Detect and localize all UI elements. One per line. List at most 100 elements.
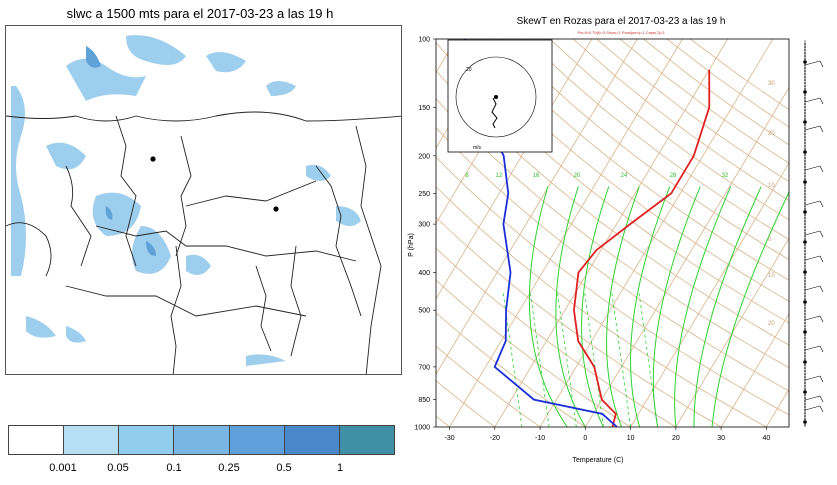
barb-point <box>804 109 806 111</box>
isotherm <box>539 39 774 427</box>
y-axis-label: P (hPa) <box>408 233 415 257</box>
legend-swatch <box>119 426 175 454</box>
isotherm-label: 30 <box>768 81 775 87</box>
barb-point <box>804 358 806 360</box>
barb-point <box>804 103 806 105</box>
moist-adiabat <box>555 186 586 427</box>
barb-point <box>804 313 806 315</box>
dry-adiabat <box>436 247 677 427</box>
isotherm <box>812 39 837 427</box>
moist-adiabat-label: 20 <box>574 173 581 179</box>
dry-adiabat <box>436 186 767 427</box>
barb-point <box>803 60 807 64</box>
barb-point <box>804 133 806 135</box>
barb-point <box>804 46 806 48</box>
barb-point <box>804 364 806 366</box>
barb-point <box>803 300 807 304</box>
y-tick-label: 700 <box>418 364 430 371</box>
barb-point <box>803 270 807 274</box>
barb-point <box>804 382 806 384</box>
moist-adiabat <box>606 186 640 427</box>
barb-point <box>804 412 806 414</box>
isotherm <box>42 39 275 427</box>
mixing-labels: 8 12 16 20 24 28 32 <box>465 173 729 179</box>
moist-adiabat-label: 32 <box>722 173 729 179</box>
barb-point <box>803 360 807 364</box>
barb-point <box>804 196 806 198</box>
barb-point <box>804 202 806 204</box>
barb-point <box>804 295 806 297</box>
y-tick-label: 250 <box>418 191 430 198</box>
isotherm <box>720 313 789 427</box>
wind-barb <box>804 255 821 261</box>
dry-adiabat <box>549 39 789 221</box>
barb-point <box>804 172 806 174</box>
wind-barb <box>804 395 821 401</box>
barb-point <box>804 145 806 147</box>
barb-point <box>804 100 806 102</box>
barb-point <box>804 190 806 192</box>
barb-point <box>804 199 806 201</box>
moist-adiabat <box>711 191 789 427</box>
map-title: slwc a 1500 mts para el 2017-03-23 a las… <box>66 6 334 21</box>
barb-point <box>804 235 806 237</box>
mixing-ratio <box>638 292 659 427</box>
barb-point <box>804 187 806 189</box>
barb-point <box>804 220 806 222</box>
wind-barb <box>804 165 821 171</box>
barb-point <box>804 148 806 150</box>
barb-point <box>804 217 806 219</box>
y-tick-label: 1000 <box>414 425 430 432</box>
barb-point <box>803 150 807 154</box>
barb-point <box>804 292 806 294</box>
isotherm-label: 10 <box>768 183 775 189</box>
x-tick-label: 40 <box>762 435 770 442</box>
barb-point <box>804 397 806 399</box>
barb-point <box>804 373 806 375</box>
moist-adiabat-label: 16 <box>533 173 540 179</box>
barb-point <box>804 370 806 372</box>
barb-point <box>804 304 806 306</box>
barb-point <box>804 94 806 96</box>
barb-point <box>804 388 806 390</box>
barb-point <box>804 115 806 117</box>
barb-point <box>804 307 806 309</box>
barb-point <box>804 163 806 165</box>
wind-barb <box>804 285 821 291</box>
y-tick-label: 500 <box>418 308 430 315</box>
barb-point <box>803 330 807 334</box>
barb-point <box>804 142 806 144</box>
dry-adiabat <box>436 345 541 427</box>
dry-adiabat <box>436 69 789 346</box>
legend-label: 0.05 <box>107 462 129 474</box>
barb-point <box>804 49 806 51</box>
moist-adiabat <box>674 186 732 427</box>
location-marker <box>273 206 279 212</box>
barb-point <box>804 58 806 60</box>
x-tick-label: -10 <box>535 435 545 442</box>
barb-point <box>804 76 806 78</box>
map-canvas <box>6 35 401 374</box>
barb-point <box>804 55 806 57</box>
barb-point <box>804 160 806 162</box>
legend-label: 0.5 <box>276 462 292 474</box>
x-tick-label: 0 <box>583 435 587 442</box>
hodograph-ring-label: 20 <box>466 67 472 73</box>
location-marker <box>150 156 156 162</box>
legend-label: 0.25 <box>218 462 240 474</box>
barb-point <box>804 67 806 69</box>
moist-adiabat <box>630 186 671 427</box>
wind-barb <box>804 345 821 351</box>
dry-adiabat <box>436 127 789 392</box>
barb-point <box>804 286 806 288</box>
barb-point <box>804 277 806 279</box>
barb-point <box>804 403 806 405</box>
mixing-ratio <box>611 292 631 427</box>
barb-point <box>804 250 806 252</box>
barb-point <box>804 130 806 132</box>
barb-point <box>803 390 807 394</box>
wind-barb <box>804 125 821 131</box>
barb-point <box>804 106 806 108</box>
barb-point <box>804 226 806 228</box>
barb-point <box>804 166 806 168</box>
